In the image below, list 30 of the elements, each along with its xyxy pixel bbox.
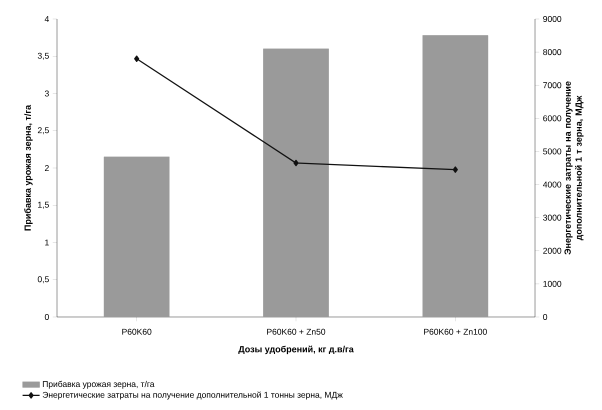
- y2-tick-label: 6000: [543, 115, 562, 122]
- y2-tick-label: 2000: [543, 248, 562, 254]
- y2-tick-label: 1000: [543, 280, 562, 287]
- y2-tick-label: 8000: [543, 49, 562, 56]
- x-tick-label: P60K60: [122, 328, 152, 335]
- y2-tick-label: 7000: [543, 82, 562, 88]
- point: [452, 166, 458, 173]
- y-tick-label: 0: [44, 314, 49, 320]
- y2-tick-label: 5000: [543, 148, 562, 154]
- x-axis-title: Дозы удобрений, кг д.в/га: [238, 346, 354, 354]
- y2-tick-label: 4000: [542, 182, 562, 188]
- y-tick-label: 2: [44, 165, 49, 171]
- legend-label: Прибавка урожая зерна, т/га: [42, 380, 154, 389]
- point: [134, 55, 140, 62]
- y-tick-label: 1,5: [38, 202, 49, 209]
- y2-tick-label: 0: [543, 314, 548, 320]
- y-tick-label: 3: [44, 90, 49, 96]
- y2-tick-label: 3000: [543, 214, 562, 221]
- point: [293, 160, 299, 166]
- y-tick-label: 2,5: [38, 127, 49, 134]
- y-tick-label: 1: [45, 240, 49, 246]
- y-axis-title: Прибавка урожая зерна, т/га: [24, 104, 33, 230]
- y-tick-label: 4: [44, 16, 49, 22]
- y2-axis-title: Энергетические затраты на получение дополнительной 1 т зерна, МДж: [564, 81, 584, 255]
- x-tick-label: P60K60 + Zn50: [267, 328, 326, 335]
- y-tick-label: 0,5: [38, 276, 49, 284]
- x-tick-label: P60K60 + Zn100: [424, 328, 487, 335]
- y2-tick-label: 9000: [543, 16, 562, 22]
- y-tick-label: 3,5: [38, 52, 49, 60]
- legend-label: Энергетические затраты на получение дополнительной 1 тонны зерна, МДж: [42, 391, 343, 400]
